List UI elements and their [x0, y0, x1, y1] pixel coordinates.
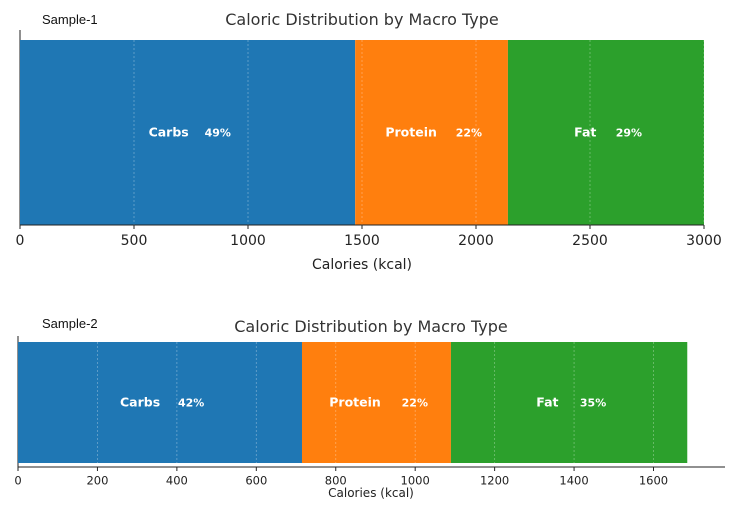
chart-1-carbs-label: Carbs — [149, 125, 189, 140]
chart-2-tick-label: 1200 — [480, 474, 509, 488]
sample-1-label: Sample-1 — [42, 12, 98, 27]
sample-2-label: Sample-2 — [42, 316, 98, 331]
chart-1-bar-protein — [355, 40, 508, 225]
chart-1-tick-label: 500 — [121, 233, 148, 249]
chart-2-xlabel: Calories (kcal) — [328, 486, 414, 500]
chart-2-tick-label: 0 — [14, 474, 21, 488]
chart-1-fat-percent: 29% — [616, 127, 642, 140]
chart-2-carbs-label: Carbs — [120, 395, 160, 410]
chart-2-tick-label: 1000 — [401, 474, 430, 488]
chart-1-carbs-percent: 49% — [205, 127, 231, 140]
chart-1-protein-percent: 22% — [456, 127, 482, 140]
chart-2-tick-label: 600 — [245, 474, 267, 488]
chart-1-tick-label: 2500 — [572, 233, 608, 249]
chart-2-tick-label: 400 — [166, 474, 188, 488]
chart-2-protein-label: Protein — [329, 395, 381, 410]
chart-2-fat-percent: 35% — [580, 397, 606, 410]
chart-1-xlabel: Calories (kcal) — [311, 257, 413, 273]
chart-2-bar-carbs — [18, 342, 302, 463]
chart-2-protein-percent: 22% — [402, 397, 428, 410]
chart-2-title: Caloric Distribution by Macro Type — [234, 317, 508, 336]
chart-1-tick-label: 3000 — [686, 233, 722, 249]
chart-1-tick-label: 1000 — [230, 233, 266, 249]
chart-2-tick-label: 800 — [325, 474, 347, 488]
chart-2-tick-label: 200 — [86, 474, 108, 488]
chart-2-carbs-percent: 42% — [178, 397, 204, 410]
chart-1-fat-label: Fat — [574, 125, 596, 140]
chart-2-tick-label: 1400 — [559, 474, 588, 488]
chart-1-bar-fat — [507, 40, 704, 225]
chart-1-tick-label: 2000 — [458, 233, 494, 249]
chart-2-tick-label: 1600 — [639, 474, 668, 488]
chart-2-bar-protein — [301, 342, 451, 463]
chart-1-title: Caloric Distribution by Macro Type — [225, 10, 499, 29]
chart-1-bar-carbs — [20, 40, 356, 225]
chart-2-bar-fat — [450, 342, 688, 463]
chart-1-tick-label: 0 — [16, 233, 25, 249]
chart-2-fat-label: Fat — [536, 395, 558, 410]
chart-1-protein-label: Protein — [385, 125, 437, 140]
chart-1-tick-label: 1500 — [344, 233, 380, 249]
